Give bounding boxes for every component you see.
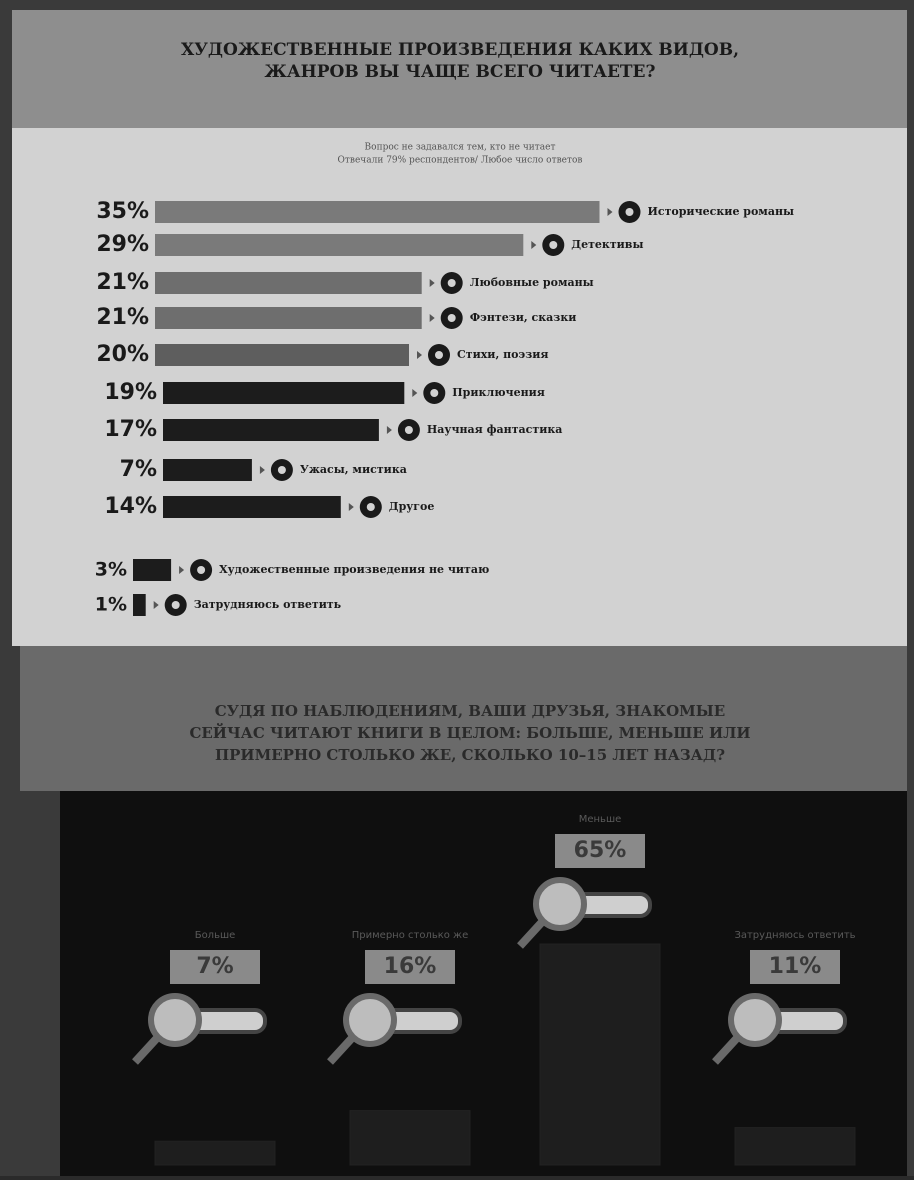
value-label: 29%: [96, 232, 149, 257]
value-label: 14%: [104, 494, 157, 519]
category-label: Детективы: [571, 238, 643, 251]
genre-icon-inner: [447, 279, 456, 287]
value-label: 19%: [104, 380, 157, 405]
title-band: [12, 10, 907, 128]
pointer: [386, 426, 392, 434]
genre-icon-inner: [549, 241, 558, 249]
genre-icon-inner: [435, 351, 443, 359]
bar: [163, 419, 379, 441]
category-label: Ужасы, мистика: [300, 463, 407, 476]
category-label: Стихи, поэзия: [457, 348, 549, 361]
category-label: Затрудняюсь ответить: [194, 598, 342, 611]
pointer: [607, 208, 613, 216]
category-label: Другое: [389, 500, 435, 513]
value-label: 17%: [104, 417, 157, 442]
value-box: [365, 950, 455, 984]
category-label: Научная фантастика: [427, 423, 563, 436]
genre-icon-inner: [171, 601, 180, 609]
second-title-band: [20, 646, 907, 791]
category-label: Приключения: [452, 386, 545, 399]
column: [154, 1140, 276, 1166]
bar: [155, 272, 422, 294]
category-label: Затрудняюсь ответить: [734, 930, 855, 941]
genre-icon-inner: [625, 208, 634, 216]
genre-icon-inner: [366, 503, 375, 511]
genre-icon-inner: [447, 314, 456, 322]
value-label: 11%: [769, 954, 822, 979]
bar: [155, 234, 524, 256]
category-label: Примерно столько же: [352, 930, 468, 941]
pointer: [412, 389, 418, 397]
magnifier: [148, 993, 202, 1047]
value-box: [750, 950, 840, 984]
value-label: 1%: [95, 594, 127, 616]
value-box: [555, 834, 645, 868]
magnifier: [343, 993, 397, 1047]
bar: [155, 344, 409, 366]
bar: [163, 459, 252, 481]
subtitle: Вопрос не задавался тем, кто не читает: [365, 143, 556, 153]
bar: [163, 382, 405, 404]
pointer: [153, 601, 159, 609]
pointer: [348, 503, 354, 511]
value-label: 21%: [96, 270, 149, 295]
genre-icon-inner: [404, 426, 413, 434]
subtitle: Отвечали 79% респондентов/ Любое число о…: [338, 155, 583, 166]
pointer: [429, 314, 435, 322]
magnifier-handle: [327, 1035, 355, 1065]
magnifier: [728, 993, 782, 1047]
genre-icon-inner: [197, 566, 206, 574]
genre-icon-inner: [277, 466, 286, 474]
value-box: [170, 950, 260, 984]
category-label: Меньше: [579, 814, 622, 825]
value-label: 21%: [96, 305, 149, 330]
magnifier: [533, 877, 587, 931]
magnifier-handle: [132, 1035, 160, 1065]
category-label: Любовные романы: [470, 276, 594, 289]
column: [349, 1110, 471, 1166]
value-label: 16%: [384, 954, 437, 979]
value-label: 20%: [96, 342, 149, 367]
column: [734, 1127, 856, 1166]
genre-icon-inner: [430, 389, 439, 397]
magnifier-handle: [712, 1035, 740, 1065]
pointer: [531, 241, 537, 249]
chart-title: ХУДОЖЕСТВЕННЫЕ ПРОИЗВЕДЕНИЯ КАКИХ ВИДОВ,…: [181, 40, 739, 82]
column: [539, 943, 661, 1166]
pointer: [259, 466, 265, 474]
pointer: [417, 351, 422, 359]
category-label: Фэнтези, сказки: [470, 311, 577, 324]
value-label: 35%: [96, 199, 149, 224]
value-label: 65%: [574, 838, 627, 863]
value-label: 7%: [196, 954, 233, 979]
pointer: [429, 279, 435, 287]
bar: [155, 201, 600, 223]
category-label: Художественные произведения не читаю: [219, 563, 489, 576]
second-title: СУДЯ ПО НАБЛЮДЕНИЯМ, ВАШИ ДРУЗЬЯ, ЗНАКОМ…: [189, 702, 750, 764]
value-label: 3%: [95, 559, 127, 581]
bar: [133, 594, 146, 616]
category-label: Больше: [195, 930, 236, 941]
bar: [133, 559, 172, 581]
category-label: Исторические романы: [648, 205, 795, 218]
magnifier-handle: [517, 919, 545, 949]
pointer: [179, 566, 185, 574]
value-label: 7%: [120, 457, 157, 482]
bar: [163, 496, 341, 518]
bar: [155, 307, 422, 329]
